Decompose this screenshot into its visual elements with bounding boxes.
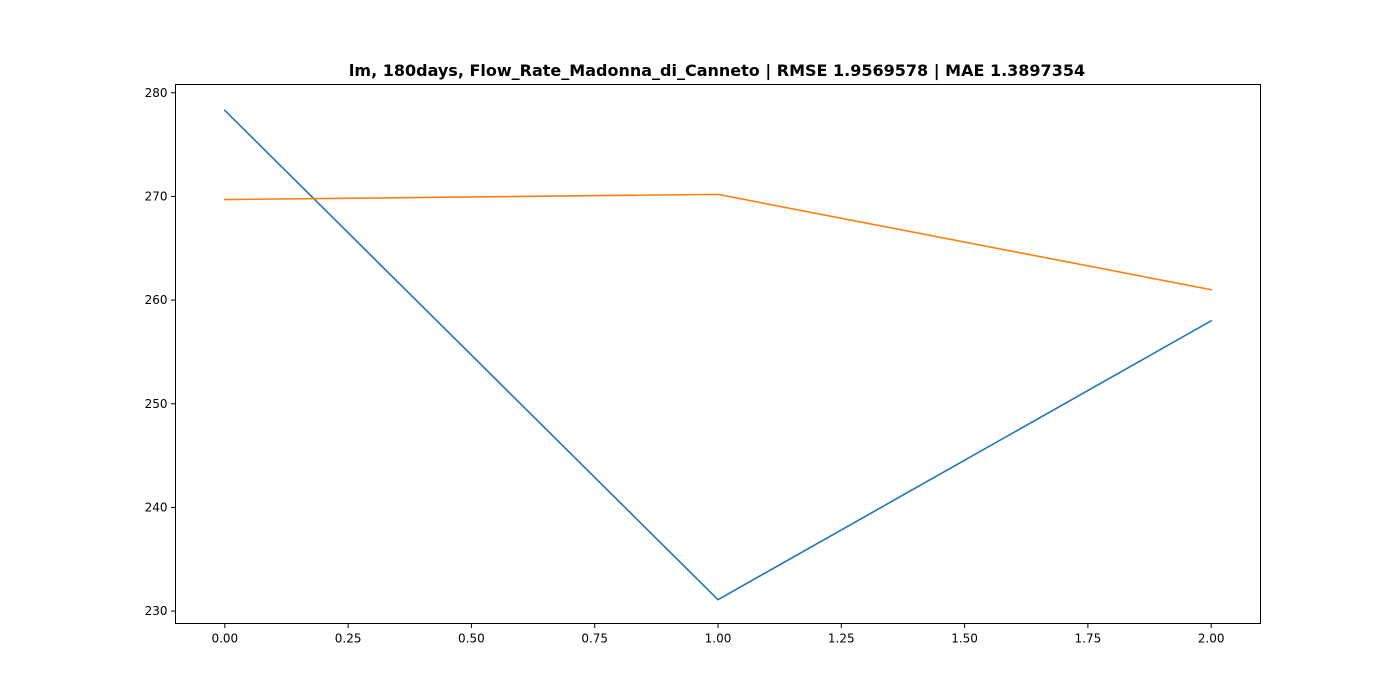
x-tick-label: 2.00 [1198,632,1225,646]
x-tick-label: 1.25 [828,632,855,646]
y-tick-label: 230 [145,604,168,618]
series-line-1 [224,193,1213,291]
series-layer [223,109,1213,601]
x-tick-label: 1.50 [951,632,978,646]
y-tick-label: 260 [145,293,168,307]
x-axis: 0.00 0.25 0.50 0.75 1.00 1.25 1.50 1.75 2.00 [211,623,1225,646]
x-tick-label: 0.00 [211,632,238,646]
x-tick-label: 0.50 [458,632,485,646]
series-line-0 [223,109,1213,601]
chart-title: lm, 180days, Flow_Rate_Madonna_di_Cannet… [349,61,1085,81]
plot-frame [175,84,1261,624]
y-tick-label: 250 [145,397,168,411]
y-tick-label: 240 [145,500,168,514]
y-tick-label: 280 [145,86,168,100]
y-axis: 230 240 250 260 270 280 [145,86,176,618]
x-tick-label: 0.75 [581,632,608,646]
x-tick-label: 1.00 [705,632,732,646]
x-tick-label: 0.25 [335,632,362,646]
x-tick-label: 1.75 [1075,632,1102,646]
y-tick-label: 270 [145,189,168,203]
